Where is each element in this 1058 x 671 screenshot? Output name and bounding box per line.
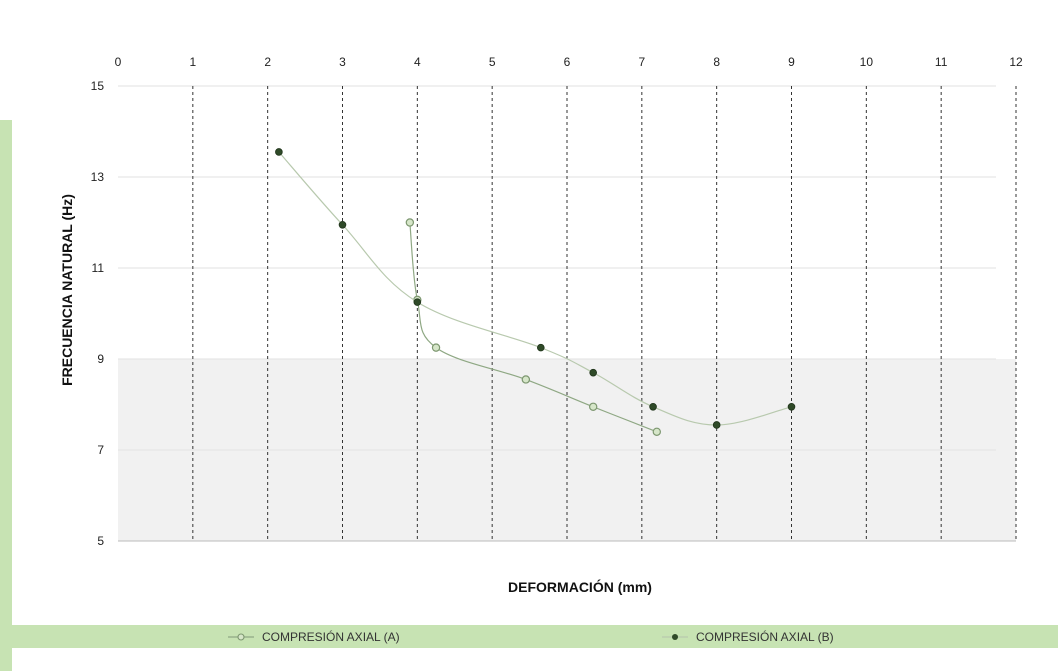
x-tick-label: 3 [339, 55, 346, 69]
x-tick-label: 8 [713, 55, 720, 69]
legend-label: COMPRESIÓN AXIAL (B) [696, 629, 834, 644]
legend-bar [12, 625, 1058, 648]
x-tick-label: 0 [115, 55, 122, 69]
data-point [537, 343, 545, 352]
x-tick-label: 5 [489, 55, 496, 69]
x-tick-label: 11 [935, 55, 948, 69]
legend-item-a: COMPRESIÓN AXIAL (A) [228, 629, 400, 644]
legend-label: COMPRESIÓN AXIAL (A) [262, 629, 400, 644]
y-tick-labels: 5 7 9 11 13 15 [91, 79, 105, 548]
y-tick-label: 9 [97, 352, 104, 366]
left-accent-bar [0, 120, 12, 671]
data-point [652, 427, 662, 436]
series-b [275, 148, 796, 429]
grid [118, 85, 1017, 542]
data-point [649, 402, 657, 411]
legend-item-b: COMPRESIÓN AXIAL (B) [662, 629, 834, 644]
series-line [409, 222, 658, 433]
y-tick-label: 11 [92, 261, 105, 275]
y-axis-title: FRECUENCIA NATURAL (Hz) [59, 194, 75, 386]
y-tick-label: 5 [97, 534, 104, 548]
x-tick-labels: 0 1 2 3 4 5 6 7 8 9 10 11 12 [115, 55, 1023, 69]
data-point [413, 298, 422, 306]
x-tick-label: 4 [414, 55, 421, 69]
y-tick-label: 13 [91, 170, 105, 184]
data-point [787, 402, 796, 411]
data-point [588, 402, 598, 411]
legend-marker-icon [237, 633, 245, 641]
data-point [275, 148, 283, 156]
x-tick-label: 10 [860, 55, 874, 69]
y-tick-label: 7 [97, 443, 104, 457]
x-tick-label: 2 [264, 55, 271, 69]
legend: COMPRESIÓN AXIAL (A) COMPRESIÓN AXIAL (B) [228, 629, 834, 644]
data-point [589, 368, 597, 377]
series-line [278, 151, 792, 426]
data-point [712, 421, 721, 429]
x-tick-label: 1 [189, 55, 196, 69]
x-tick-label: 7 [638, 55, 645, 69]
data-point [338, 220, 347, 229]
x-tick-label: 9 [788, 55, 795, 69]
x-axis-title: DEFORMACIÓN (mm) [508, 578, 652, 595]
data-point [521, 375, 531, 384]
series-layer [275, 148, 796, 436]
data-point [405, 218, 415, 227]
x-tick-label: 12 [1009, 55, 1023, 69]
legend-marker-icon [672, 634, 678, 640]
x-tick-label: 6 [564, 55, 571, 69]
y-tick-label: 15 [91, 79, 105, 93]
data-point [431, 343, 441, 352]
